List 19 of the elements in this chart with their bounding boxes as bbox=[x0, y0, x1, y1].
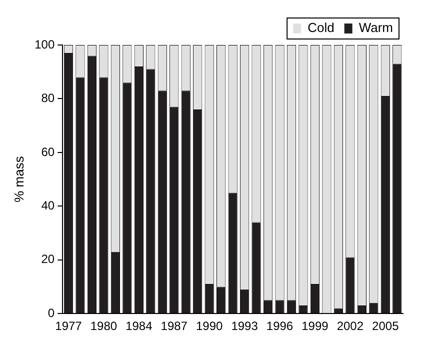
y-tick-label: 80 bbox=[41, 91, 55, 106]
x-tick-label: 1993 bbox=[231, 319, 258, 334]
x-tick-label: 1996 bbox=[266, 319, 294, 334]
x-tick-label: 1984 bbox=[126, 319, 153, 334]
x-tick-label: 1980 bbox=[90, 319, 118, 334]
x-tick-label: 1987 bbox=[160, 319, 188, 334]
legend-label: Cold bbox=[308, 20, 334, 36]
y-axis-title: % mass bbox=[11, 156, 26, 202]
y-tick-label: 20 bbox=[41, 252, 55, 266]
y-tick-label: 100 bbox=[34, 37, 55, 52]
x-tick-label: 1990 bbox=[196, 319, 224, 334]
x-tick-label: 2005 bbox=[372, 319, 400, 334]
y-tick-label: 60 bbox=[41, 144, 55, 159]
y-tick-label: 40 bbox=[41, 198, 55, 212]
x-tick-label: 2002 bbox=[336, 319, 364, 334]
x-tick-label: 1999 bbox=[302, 319, 329, 334]
legend-label: Warm bbox=[358, 20, 394, 36]
y-tick-label: 0 bbox=[48, 306, 55, 320]
x-tick-label: 1977 bbox=[55, 319, 82, 334]
